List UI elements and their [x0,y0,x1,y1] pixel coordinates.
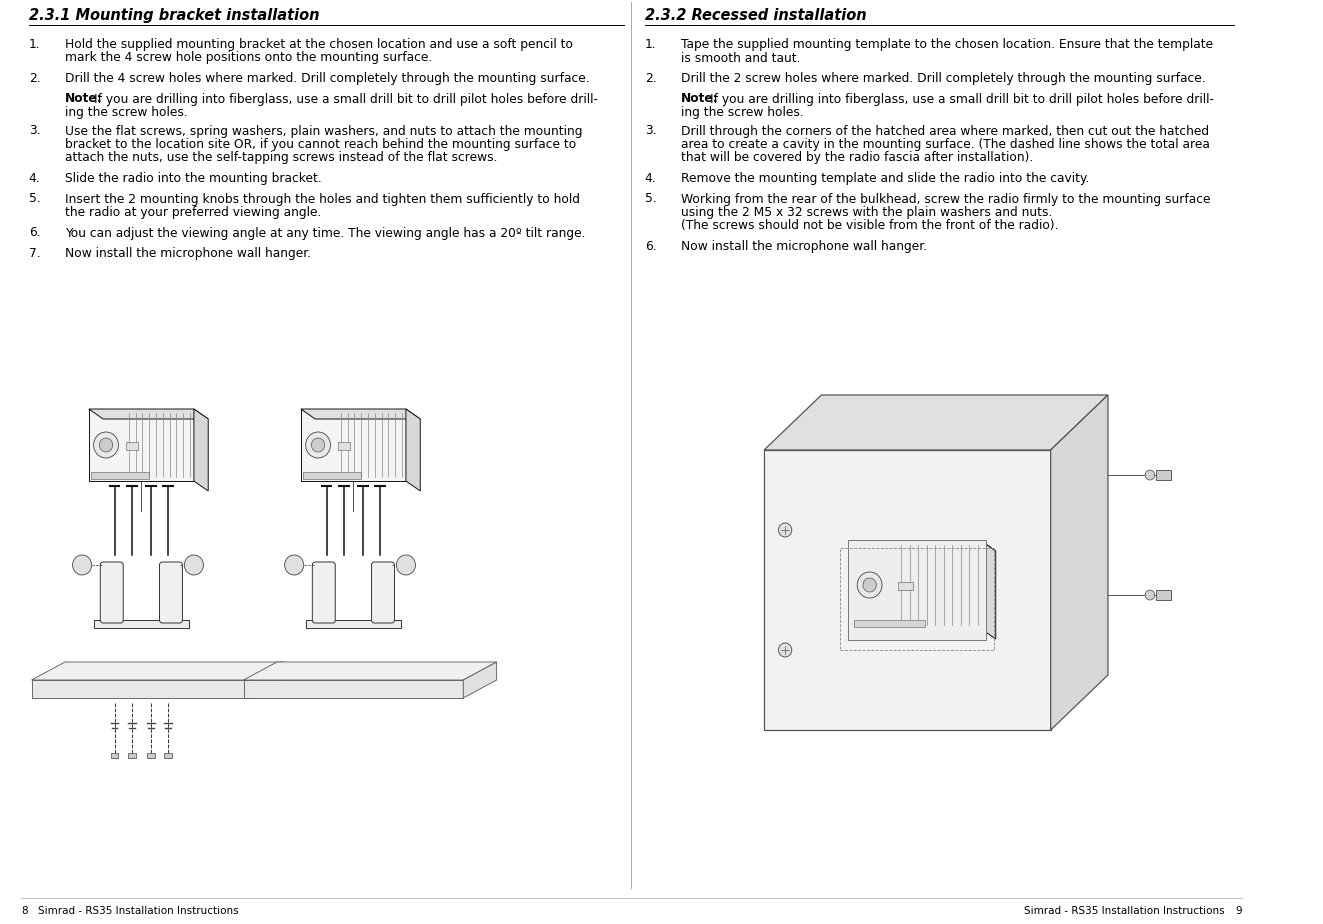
Circle shape [857,572,882,598]
Text: Tape the supplied mounting template to the chosen location. Ensure that the temp: Tape the supplied mounting template to t… [681,38,1213,51]
Polygon shape [1050,395,1107,730]
Circle shape [284,555,304,575]
Polygon shape [243,662,496,680]
Text: Drill through the corners of the hatched area where marked, then cut out the hat: Drill through the corners of the hatched… [681,125,1209,138]
Text: Drill the 4 screw holes where marked. Drill completely through the mounting surf: Drill the 4 screw holes where marked. Dr… [65,72,590,85]
Text: If you are drilling into fiberglass, use a small drill bit to drill pilot holes : If you are drilling into fiberglass, use… [709,92,1213,105]
Polygon shape [300,409,421,419]
Text: ing the screw holes.: ing the screw holes. [65,106,188,119]
Bar [1156,470,1171,480]
Text: area to create a cavity in the mounting surface. (The dashed line shows the tota: area to create a cavity in the mounting … [681,138,1209,151]
Polygon shape [32,662,284,680]
Bar [128,753,136,758]
Bar [1156,590,1171,600]
Text: Now install the microphone wall hanger.: Now install the microphone wall hanger. [681,240,927,253]
Text: 2.3.2 Recessed installation: 2.3.2 Recessed installation [644,8,867,23]
Circle shape [397,555,415,575]
Text: 6.: 6. [29,226,40,239]
Text: Note:: Note: [681,92,718,105]
Polygon shape [982,541,996,639]
Circle shape [99,438,112,452]
Polygon shape [463,662,496,698]
FancyBboxPatch shape [312,562,335,623]
Bar [94,620,189,628]
Bar [111,753,119,758]
Circle shape [306,432,331,458]
Text: You can adjust the viewing angle at any time. The viewing angle has a 20º tilt r: You can adjust the viewing angle at any … [65,226,586,239]
Text: 7.: 7. [29,247,40,260]
Polygon shape [852,541,996,551]
Text: Simrad - RS35 Installation Instructions: Simrad - RS35 Installation Instructions [38,906,239,916]
Text: 4.: 4. [29,172,40,185]
Bar [840,548,994,650]
Text: 1.: 1. [29,38,40,51]
Polygon shape [251,662,284,698]
Text: Now install the microphone wall hanger.: Now install the microphone wall hanger. [65,247,311,260]
Bar [306,620,401,628]
Text: Working from the rear of the bulkhead, screw the radio firmly to the mounting su: Working from the rear of the bulkhead, s… [681,192,1211,205]
Text: 6.: 6. [644,240,656,253]
Text: 3.: 3. [644,125,656,138]
Bar [848,540,986,640]
Polygon shape [89,409,208,419]
Bar [852,541,982,629]
Text: ing the screw holes.: ing the screw holes. [681,106,804,119]
Bar [303,472,361,479]
Text: 9: 9 [1236,906,1242,916]
FancyBboxPatch shape [372,562,394,623]
Bar [147,753,155,758]
Text: Insert the 2 mounting knobs through the holes and tighten them sufficiently to h: Insert the 2 mounting knobs through the … [65,192,579,205]
Text: that will be covered by the radio fascia after installation).: that will be covered by the radio fascia… [681,152,1033,164]
Text: bracket to the location site OR, if you cannot reach behind the mounting surface: bracket to the location site OR, if you … [65,138,577,151]
Polygon shape [32,680,251,698]
Bar [855,620,925,627]
FancyBboxPatch shape [101,562,123,623]
Text: 5.: 5. [644,192,656,205]
Text: Drill the 2 screw holes where marked. Drill completely through the mounting surf: Drill the 2 screw holes where marked. Dr… [681,72,1205,85]
Bar [164,753,172,758]
Polygon shape [243,680,463,698]
Text: 5.: 5. [29,192,41,205]
Polygon shape [765,395,1107,450]
Circle shape [311,438,324,452]
Text: 2.: 2. [644,72,656,85]
Text: Slide the radio into the mounting bracket.: Slide the radio into the mounting bracke… [65,172,321,185]
Bar [897,582,913,590]
Text: 2.3.1 Mounting bracket installation: 2.3.1 Mounting bracket installation [29,8,319,23]
Text: Simrad - RS35 Installation Instructions: Simrad - RS35 Installation Instructions [1024,906,1225,916]
Circle shape [94,432,119,458]
Polygon shape [194,409,208,491]
Text: 3.: 3. [29,125,40,138]
Text: Use the flat screws, spring washers, plain washers, and nuts to attach the mount: Use the flat screws, spring washers, pla… [65,125,582,138]
Text: using the 2 M5 x 32 screws with the plain washers and nuts.: using the 2 M5 x 32 screws with the plai… [681,206,1052,219]
FancyBboxPatch shape [160,562,183,623]
Polygon shape [406,409,421,491]
Text: mark the 4 screw hole positions onto the mounting surface.: mark the 4 screw hole positions onto the… [65,52,433,65]
Circle shape [1146,470,1155,480]
Text: Hold the supplied mounting bracket at the chosen location and use a soft pencil : Hold the supplied mounting bracket at th… [65,38,573,51]
Text: 2.: 2. [29,72,40,85]
Text: attach the nuts, use the self-tapping screws instead of the flat screws.: attach the nuts, use the self-tapping sc… [65,152,497,164]
Circle shape [778,643,791,657]
Text: 1.: 1. [644,38,656,51]
Text: 8: 8 [21,906,28,916]
Text: If you are drilling into fiberglass, use a small drill bit to drill pilot holes : If you are drilling into fiberglass, use… [94,92,598,105]
Bar [126,442,138,450]
Bar [91,472,148,479]
Bar [765,450,1050,730]
Bar [337,442,351,450]
Text: is smooth and taut.: is smooth and taut. [681,52,800,65]
Circle shape [184,555,204,575]
Bar [300,409,406,481]
Circle shape [73,555,91,575]
Text: the radio at your preferred viewing angle.: the radio at your preferred viewing angl… [65,206,321,219]
Bar [89,409,194,481]
Circle shape [778,523,791,537]
Text: Note:: Note: [65,92,103,105]
Circle shape [1146,590,1155,600]
Text: (The screws should not be visible from the front of the radio).: (The screws should not be visible from t… [681,220,1058,233]
Text: Remove the mounting template and slide the radio into the cavity.: Remove the mounting template and slide t… [681,172,1089,185]
Circle shape [863,578,876,592]
Text: 4.: 4. [644,172,656,185]
